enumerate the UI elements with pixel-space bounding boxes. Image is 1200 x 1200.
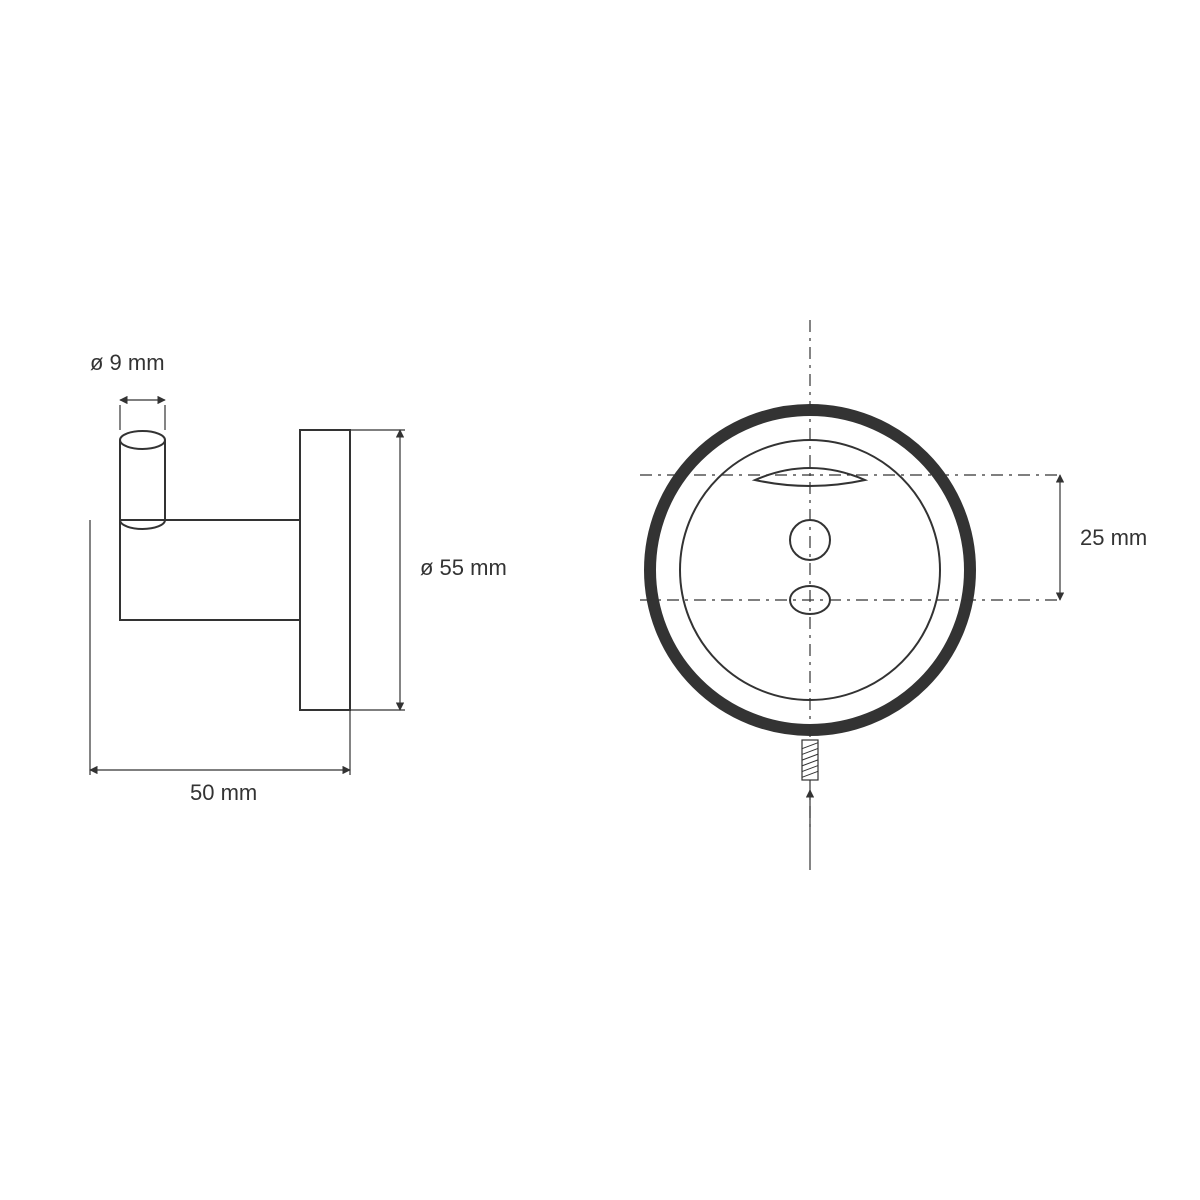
dimension-label: ø 55 mm <box>420 555 507 580</box>
dimension-label: 50 mm <box>190 780 257 805</box>
technical-drawing: ø 9 mm ø 55 mm 50 mm 25 mm <box>0 0 1200 1200</box>
dimension-label: 25 mm <box>1080 525 1147 550</box>
dimension-label: ø 9 mm <box>90 350 165 375</box>
